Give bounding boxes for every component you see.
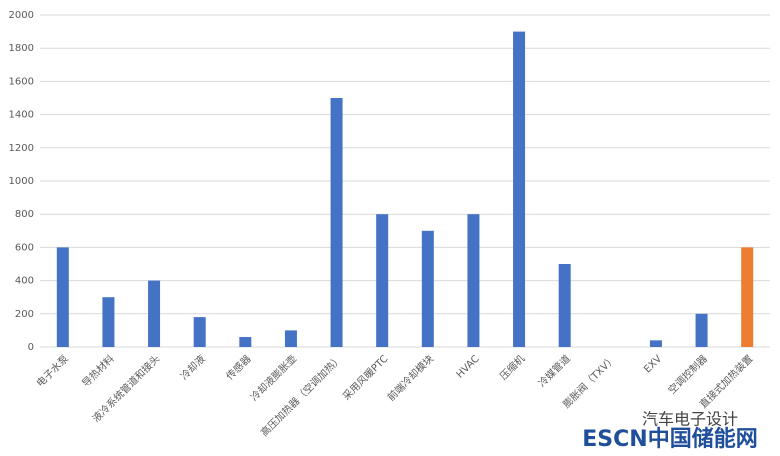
y-tick-label: 1200	[9, 143, 34, 154]
bar	[284, 330, 297, 347]
y-tick-label: 1600	[9, 76, 34, 87]
y-tick-label: 400	[15, 276, 34, 287]
bar	[239, 337, 252, 347]
watermark: 汽车电子设计	[642, 410, 738, 429]
y-tick-label: 800	[15, 209, 34, 220]
y-tick-label: 1800	[9, 43, 34, 54]
x-tick-label: 电子水泵	[34, 352, 71, 389]
x-tick-label: EXV	[642, 353, 664, 375]
bar	[695, 313, 708, 347]
y-tick-label: 2000	[9, 10, 34, 21]
x-tick-label: 空调控制器	[665, 352, 710, 397]
bar	[148, 280, 161, 347]
x-tick-label: 高压加热器（空调加热）	[258, 352, 345, 439]
bar	[741, 247, 754, 347]
y-tick-label: 600	[15, 242, 34, 253]
bar	[102, 297, 115, 347]
y-tick-label: 1000	[9, 176, 34, 187]
x-tick-label: 前端冷却模块	[384, 352, 436, 404]
bar	[467, 214, 480, 347]
x-tick-label: 压缩机	[497, 352, 527, 382]
bar	[330, 98, 343, 347]
x-tick-label: 冷却液膨胀壶	[248, 352, 300, 404]
y-tick-label: 1400	[9, 110, 34, 121]
bar	[376, 214, 389, 347]
bar	[56, 247, 69, 347]
bar	[421, 230, 434, 347]
x-tick-label: 冷媒管道	[535, 352, 572, 389]
watermark: ESCN中国储能网	[582, 426, 757, 452]
y-tick-label: 200	[15, 309, 34, 320]
bar	[193, 317, 206, 347]
x-tick-label: 冷却液	[178, 352, 208, 382]
bar	[649, 340, 662, 347]
x-tick-label: 传感器	[223, 352, 253, 382]
x-tick-label: 导热材料	[79, 352, 116, 389]
bar	[513, 31, 526, 347]
y-tick-label: 0	[28, 342, 34, 353]
x-tick-label: 采用风暖PTC	[340, 352, 391, 403]
bar	[558, 264, 571, 347]
x-tick-label: HVAC	[455, 353, 482, 380]
